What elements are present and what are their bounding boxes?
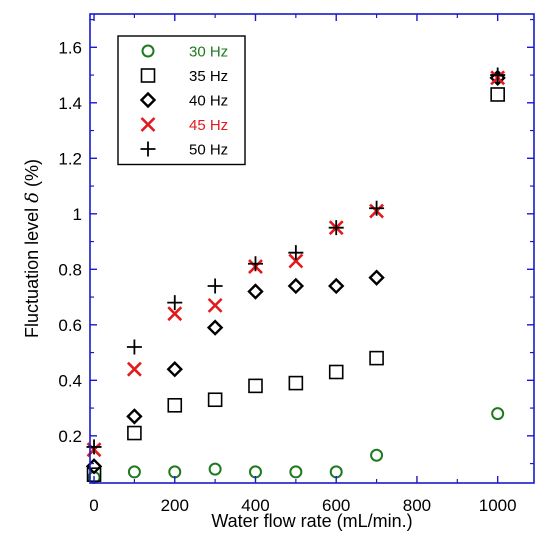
y-axis-title-symbol: δ bbox=[22, 192, 43, 203]
data-point-diamond bbox=[247, 283, 264, 300]
legend-label: 30 Hz bbox=[189, 44, 228, 61]
data-point-plus bbox=[247, 256, 263, 272]
data-point-circle bbox=[127, 465, 141, 479]
data-point-square bbox=[328, 364, 344, 380]
data-point-circle bbox=[289, 465, 303, 479]
y-tick-label: 0.4 bbox=[58, 371, 82, 390]
axes-layer: 0 200 400 600 800 1000 0.2 0.4 0.6 0.8 1 1.2 1.4 1.6 bbox=[58, 13, 535, 515]
legend-marker-x bbox=[140, 117, 156, 132]
y-tick-label: 1 bbox=[73, 205, 82, 224]
y-axis-title: Fluctuation level δ (%) bbox=[22, 159, 43, 338]
legend-marker-diamond bbox=[139, 91, 157, 109]
data-point-plus bbox=[207, 278, 223, 294]
data-point-circle bbox=[370, 448, 384, 462]
data-point-square bbox=[207, 392, 223, 408]
y-tick-label: 1.2 bbox=[58, 149, 82, 168]
data-point-diamond bbox=[368, 269, 385, 286]
y-tick-label: 1.4 bbox=[58, 94, 82, 113]
series-50-hz bbox=[86, 67, 506, 455]
x-tick-label: 400 bbox=[241, 496, 269, 515]
data-point-plus bbox=[490, 67, 506, 83]
y-axis-title-suffix: (%) bbox=[22, 159, 42, 192]
legend-marker-square bbox=[140, 68, 156, 83]
data-point-square bbox=[127, 425, 142, 441]
legend-label: 35 Hz bbox=[189, 68, 228, 85]
data-point-plus bbox=[328, 220, 344, 236]
data-point-circle bbox=[248, 465, 262, 479]
x-tick-label: 800 bbox=[403, 496, 431, 515]
legend-box bbox=[117, 35, 246, 166]
data-point-diamond bbox=[166, 361, 183, 378]
y-tick-label: 0.8 bbox=[58, 260, 82, 279]
data-point-plus bbox=[86, 439, 102, 455]
data-point-x bbox=[288, 253, 304, 269]
data-point-square bbox=[288, 375, 304, 391]
data-point-plus bbox=[126, 339, 142, 355]
y-tick-label: 0.6 bbox=[58, 316, 82, 335]
data-point-x bbox=[207, 297, 223, 313]
data-point-circle bbox=[208, 462, 222, 476]
y-tick-label: 1.6 bbox=[58, 38, 82, 57]
data-point-circle bbox=[329, 465, 343, 479]
legend-marker-plus bbox=[140, 141, 156, 157]
data-point-circle bbox=[168, 465, 182, 479]
data-point-diamond bbox=[287, 277, 305, 295]
legend-label: 40 Hz bbox=[189, 93, 228, 110]
data-point-square bbox=[490, 87, 505, 102]
data-point-square bbox=[248, 378, 263, 394]
data-point-square bbox=[369, 350, 384, 366]
x-tick-label: 600 bbox=[322, 496, 350, 515]
legend: 30 Hz 35 Hz 40 Hz 45 Hz 50 Hz bbox=[117, 35, 246, 166]
data-point-diamond bbox=[206, 319, 224, 336]
data-point-circle bbox=[491, 407, 505, 421]
series-30-hz bbox=[87, 407, 505, 484]
legend-marker-circle bbox=[141, 44, 155, 58]
y-tick-label: 0.2 bbox=[58, 427, 82, 446]
data-point-plus bbox=[288, 245, 304, 261]
data-point-x bbox=[167, 306, 183, 322]
data-point-plus bbox=[369, 200, 385, 216]
data-point-square bbox=[167, 397, 183, 413]
data-point-plus bbox=[167, 295, 183, 311]
series-35-hz bbox=[86, 87, 505, 482]
data-point-diamond bbox=[126, 408, 143, 425]
data-point-diamond bbox=[328, 277, 345, 295]
plot-layer bbox=[85, 67, 506, 484]
x-axis-title: Water flow rate (mL/min.) bbox=[211, 511, 412, 531]
data-point-x bbox=[126, 361, 142, 377]
plot-frame bbox=[89, 13, 535, 484]
legend-label: 50 Hz bbox=[189, 142, 228, 159]
x-tick-label: 200 bbox=[161, 496, 189, 515]
y-axis-title-prefix: Fluctuation level bbox=[22, 203, 42, 338]
x-tick-label: 0 bbox=[89, 496, 98, 515]
legend-label: 45 Hz bbox=[189, 117, 228, 134]
x-tick-label: 1000 bbox=[479, 496, 517, 515]
